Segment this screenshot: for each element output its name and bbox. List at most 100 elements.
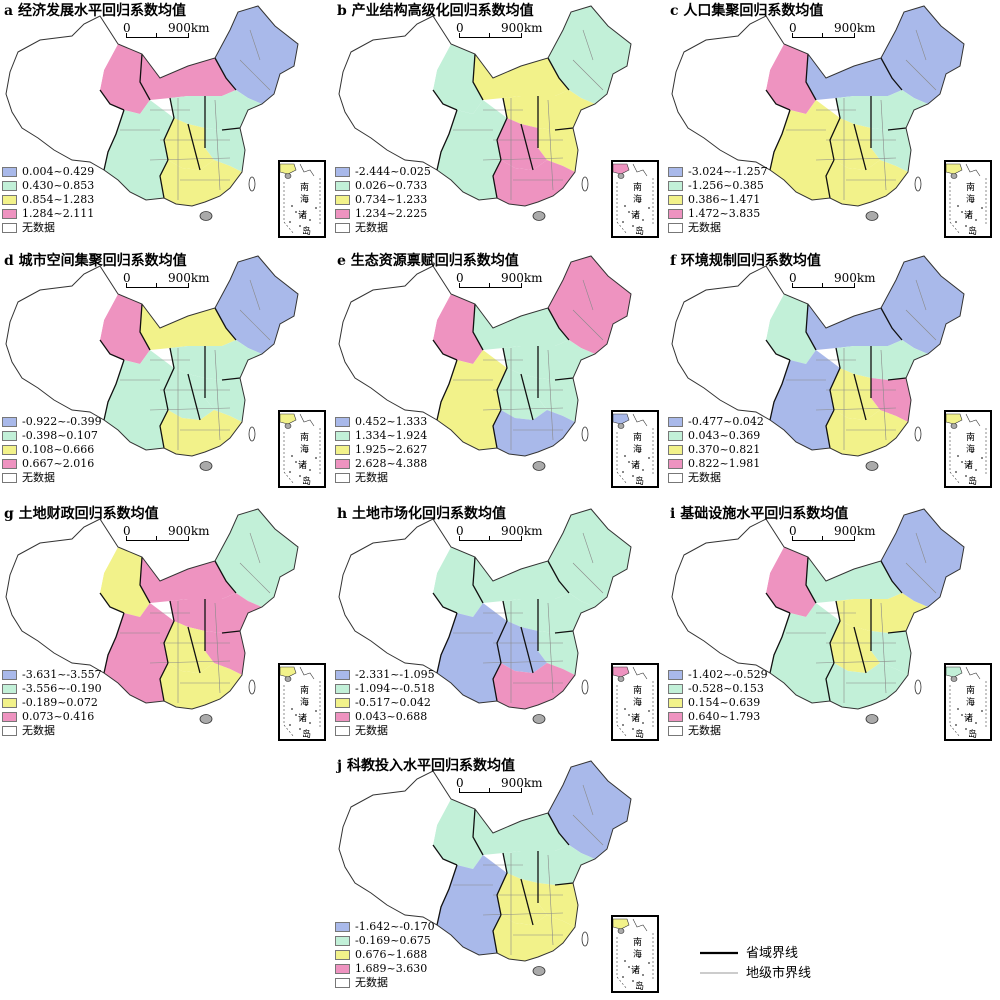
region-cc (497, 621, 547, 673)
region-nc (503, 845, 595, 885)
legend-range-label: -1.402~-0.529 (688, 668, 768, 681)
region-cc (830, 621, 880, 673)
scale-bar: 0 900km (123, 271, 236, 292)
province-boundary (163, 97, 175, 161)
region-ne (215, 256, 298, 354)
hainan-island (199, 714, 213, 724)
inset-label: 诸 (631, 211, 641, 221)
region-nc (170, 340, 262, 380)
china-map (5, 508, 299, 724)
legend-no-data-label: 无数据 (355, 471, 388, 484)
province-boundary (436, 109, 458, 171)
city-boundary (547, 854, 554, 946)
province-boundary (492, 914, 502, 954)
inset-label: 岛 (302, 477, 312, 487)
city-boundary (582, 29, 594, 61)
city-boundary (482, 157, 564, 161)
scale-distance-label: 900km (501, 271, 543, 285)
taiwan-island (581, 176, 589, 192)
scale-distance-label: 900km (834, 524, 876, 538)
province-boundary (221, 630, 241, 634)
province-boundary (214, 560, 237, 594)
legend-range-label: 1.925~2.627 (355, 443, 428, 456)
national-border (5, 255, 299, 457)
legend-swatch (335, 936, 350, 946)
province-boundary (765, 89, 791, 111)
legend-swatch (2, 473, 17, 483)
inset-label: 诸 (298, 714, 308, 724)
map-panel: d 城市空间集聚回归系数均值 0 900km -0.922~-0.399 -0.398~… (0, 250, 330, 495)
legend-swatch (335, 978, 350, 988)
legend-item-no-data: 无数据 (2, 221, 94, 235)
city-boundary (214, 349, 221, 441)
city-boundary (239, 562, 271, 594)
province-boundary (432, 592, 458, 614)
province-boundary (825, 409, 835, 449)
region-cc (497, 873, 547, 925)
legend-item: 0.667~2.016 (2, 457, 102, 471)
scale-tick (188, 33, 189, 38)
region-nc (836, 340, 928, 380)
region-tb (371, 593, 457, 673)
hainan-island (532, 211, 546, 221)
scale-line (792, 287, 854, 288)
scale-distance-label: 900km (501, 524, 543, 538)
legend-range-label: -3.024~-1.257 (688, 165, 768, 178)
region-nm (806, 557, 902, 603)
region-nw (766, 44, 816, 114)
legend-swatch (335, 670, 350, 680)
region-xj (339, 266, 451, 378)
scale-tick (459, 283, 460, 288)
region-nm (473, 809, 569, 855)
inset-label: 海 (300, 195, 310, 205)
inset-map (613, 413, 654, 485)
region-nm (473, 304, 569, 350)
legend-no-data-label: 无数据 (688, 221, 721, 234)
region-tb (704, 593, 790, 673)
scale-distance-label: 900km (168, 524, 210, 538)
region-ne (215, 509, 298, 607)
legend-range-label: 0.854~1.283 (22, 193, 95, 206)
region-cc (164, 621, 214, 673)
scale-tick (521, 788, 522, 793)
region-xj (339, 16, 451, 128)
region-nw (100, 547, 150, 617)
province-boundary (554, 377, 574, 381)
province-boundary (99, 339, 125, 361)
inset-label: 岛 (635, 227, 645, 237)
region-nm (140, 557, 236, 603)
province-boundary-label: 省域界线 (746, 946, 799, 961)
province-boundary (496, 600, 508, 664)
province-boundary (825, 662, 835, 702)
legend-swatch (2, 209, 17, 219)
province-boundary (99, 89, 125, 111)
legend-no-data-label: 无数据 (355, 724, 388, 737)
province-boundary (187, 626, 201, 674)
scale-line (126, 37, 188, 38)
inset-label: 岛 (635, 982, 645, 992)
legend-swatch (2, 698, 17, 708)
south-china-sea-inset: 南海诸岛 (611, 663, 659, 741)
legend-swatch (668, 712, 683, 722)
province-boundary (554, 127, 574, 131)
legend-swatch (668, 726, 683, 736)
city-boundary (815, 660, 897, 664)
province-boundary (496, 97, 508, 161)
region-tb (704, 90, 790, 170)
legend-item: -0.169~0.675 (335, 934, 435, 948)
legend-swatch (668, 167, 683, 177)
inset-map (613, 666, 654, 738)
national-border (338, 508, 632, 710)
province-boundary (547, 812, 570, 846)
region-ec (205, 128, 245, 172)
province-boundary (853, 373, 867, 421)
national-border (338, 5, 632, 207)
inset-label: 岛 (968, 477, 978, 487)
inset-label: 岛 (635, 730, 645, 740)
province-boundary (880, 560, 903, 594)
province-boundary-legend: 省域界线 (700, 942, 811, 962)
legend-swatch (2, 417, 17, 427)
inset-label: 海 (966, 445, 976, 455)
hainan-island (865, 211, 879, 221)
inset-label: 诸 (964, 211, 974, 221)
